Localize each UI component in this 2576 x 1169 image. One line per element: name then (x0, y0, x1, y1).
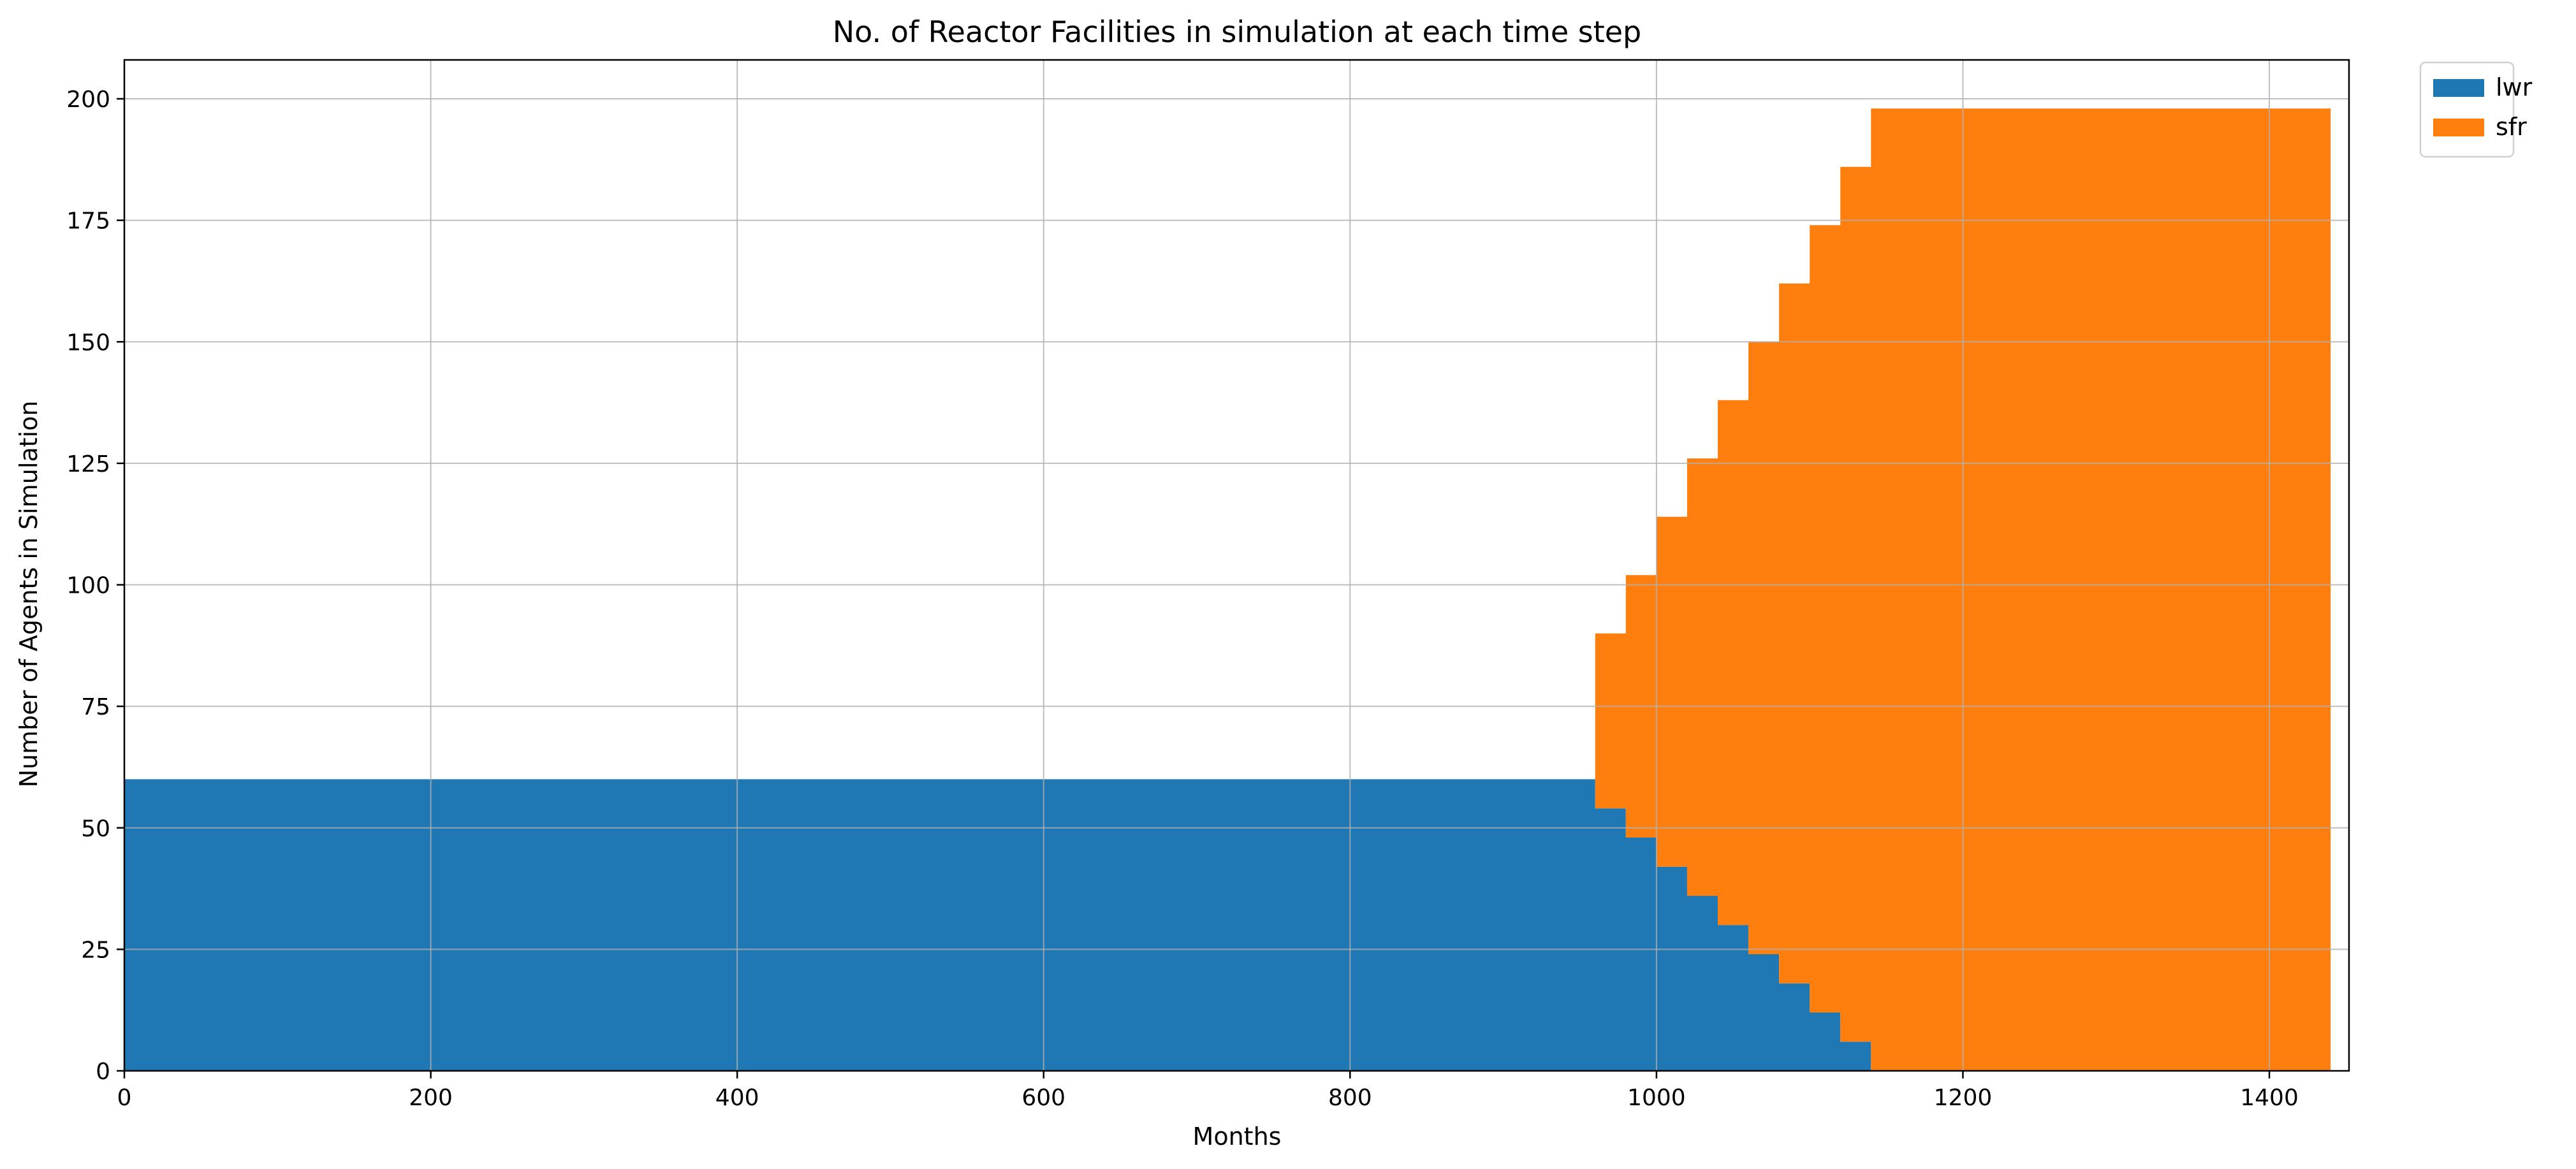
x-tick-label-0: 0 (117, 1085, 132, 1111)
chart-title: No. of Reactor Facilities in simulation … (833, 15, 1642, 49)
x-tick-label-1200: 1200 (1934, 1085, 1993, 1111)
y-tick-label-175: 175 (66, 208, 110, 235)
x-tick-label-200: 200 (409, 1085, 453, 1111)
y-tick-label-0: 0 (96, 1059, 110, 1085)
y-tick-label-200: 200 (66, 87, 110, 113)
x-axis-title: Months (1193, 1122, 1282, 1151)
y-tick-label-75: 75 (81, 694, 110, 720)
x-tick-label-1000: 1000 (1627, 1085, 1686, 1111)
area-series-lwr (124, 779, 2331, 1071)
y-tick-label-150: 150 (66, 330, 110, 356)
y-tick-label-125: 125 (66, 451, 110, 477)
x-tick-label-400: 400 (715, 1085, 759, 1111)
legend-swatch-lwr (2433, 79, 2484, 97)
x-tick-label-600: 600 (1021, 1085, 1065, 1111)
legend-label-sfr: sfr (2496, 113, 2527, 141)
y-axis-title: Number of Agents in Simulation (15, 401, 43, 788)
y-tick-label-50: 50 (81, 816, 110, 842)
x-tick-label-1400: 1400 (2240, 1085, 2299, 1111)
y-tick-label-100: 100 (66, 573, 110, 599)
plot-frame (123, 59, 2350, 1072)
x-tick-label-800: 800 (1328, 1085, 1372, 1111)
axes: 0 200 400 600 800 1000 1200 1400 0 25 50 75 100 125 15… (66, 59, 2350, 1111)
area-series-sfr (124, 108, 2331, 1071)
stacked-areas (124, 108, 2331, 1071)
y-tick-label-25: 25 (81, 937, 110, 963)
legend: lwr sfr (2419, 61, 2533, 158)
legend-swatch-sfr (2433, 119, 2484, 136)
legend-label-lwr: lwr (2496, 73, 2533, 101)
